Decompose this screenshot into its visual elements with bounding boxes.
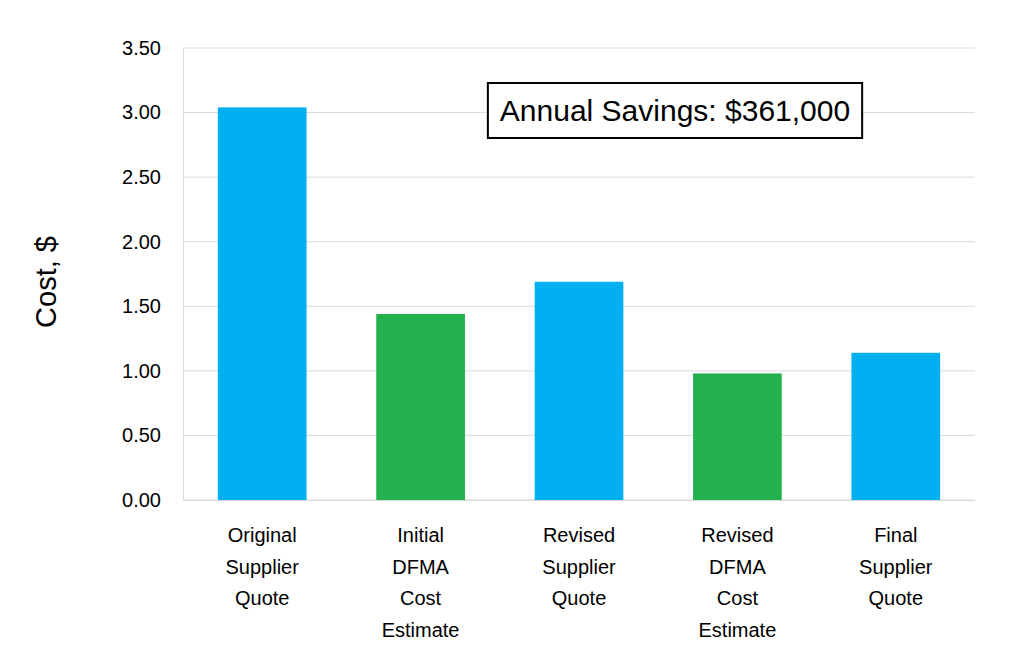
x-axis: OriginalSupplierQuote InitialDFMACostEsti…	[184, 500, 976, 641]
y-tick: 1.00	[122, 360, 183, 382]
y-tick: 1.50	[122, 295, 183, 317]
bar	[693, 373, 782, 500]
bar	[851, 353, 940, 500]
annotation: Annual Savings: $361,000	[488, 83, 862, 138]
y-axis-title: Cost, $	[30, 236, 62, 328]
y-tick-label: 1.50	[122, 295, 161, 317]
x-tick-label: FinalSupplierQuote	[859, 524, 933, 609]
grid-line	[183, 48, 975, 49]
y-tick-label: 3.50	[122, 37, 161, 59]
x-tick-label: OriginalSupplierQuote	[226, 524, 300, 609]
bars	[218, 107, 940, 500]
chart: 0.00 0.50 1.00 1.50 2.00 2.50 3.00 3.50 Original…	[0, 0, 1024, 661]
y-tick-label: 2.00	[122, 231, 161, 253]
bar	[376, 314, 465, 500]
y-tick-label: 2.50	[122, 166, 161, 188]
x-axis-line	[184, 500, 976, 501]
x-tick-label: RevisedDFMACostEstimate	[698, 524, 776, 641]
y-tick: 3.00	[122, 101, 183, 123]
y-tick: 0.50	[122, 424, 183, 446]
y-tick: 2.00	[122, 231, 183, 253]
x-tick: FinalSupplierQuote	[859, 500, 933, 609]
bar	[535, 282, 624, 500]
y-axis: 0.00 0.50 1.00 1.50 2.00 2.50 3.00 3.50	[122, 37, 183, 511]
y-axis-line	[183, 49, 184, 501]
x-tick-label: InitialDFMACostEstimate	[382, 524, 460, 641]
x-tick: RevisedSupplierQuote	[542, 500, 616, 609]
x-tick: InitialDFMACostEstimate	[382, 500, 460, 641]
x-tick: OriginalSupplierQuote	[226, 500, 300, 609]
y-tick-label: 0.00	[122, 489, 161, 511]
y-tick: 2.50	[122, 166, 183, 188]
y-tick-label: 1.00	[122, 360, 161, 382]
y-tick-label: 0.50	[122, 424, 161, 446]
y-tick-label: 3.00	[122, 101, 161, 123]
grid	[183, 48, 975, 500]
x-tick: RevisedDFMACostEstimate	[698, 500, 776, 641]
annotation-text: Annual Savings: $361,000	[500, 94, 850, 127]
y-tick: 3.50	[122, 37, 183, 59]
y-tick: 0.00	[122, 489, 183, 511]
bar	[218, 107, 307, 500]
x-tick-label: RevisedSupplierQuote	[542, 524, 616, 609]
annotation-box	[488, 83, 862, 138]
